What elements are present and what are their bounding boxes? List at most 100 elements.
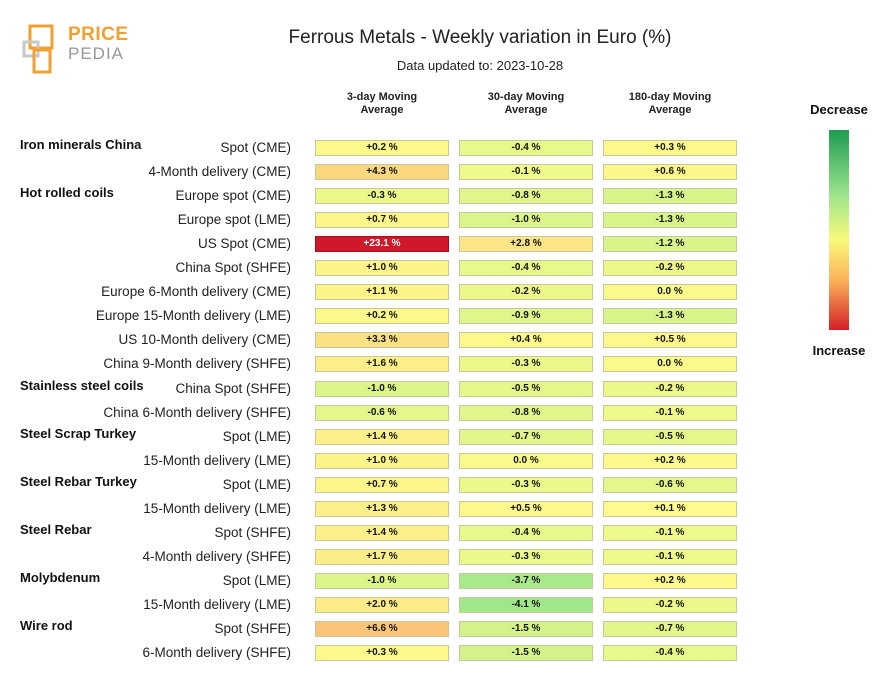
heat-cell: -0.3 % (459, 476, 593, 493)
heat-cell: +0.3 % (315, 645, 449, 662)
heat-cell: +23.1 % (315, 236, 449, 253)
heat-cell: +1.0 % (315, 260, 449, 277)
pricepedia-logo: PRICE PEDIA (20, 22, 130, 74)
group-label: Molybdenum (20, 569, 101, 585)
heat-cell: -1.5 % (459, 645, 593, 662)
heat-cell: +0.5 % (459, 500, 593, 517)
row-label: China Spot (SHFE) (175, 380, 291, 396)
column-header: 180-day Moving Average (628, 91, 712, 116)
row-label: Spot (CME) (220, 140, 291, 155)
heat-cell: -0.3 % (459, 356, 593, 373)
chart-title: Ferrous Metals - Weekly variation in Eur… (288, 27, 672, 48)
group-label: Stainless steel coils (20, 377, 144, 393)
legend-decrease-label: Decrease (810, 102, 868, 117)
heat-cell: +0.2 % (315, 140, 449, 156)
heat-cell: +1.6 % (315, 356, 449, 373)
heat-cell: -0.3 % (459, 548, 593, 565)
logo-text-price: PRICE (68, 24, 129, 45)
heat-cell: -0.8 % (459, 188, 593, 205)
heat-cell: -1.3 % (603, 308, 737, 325)
group-label: Steel Rebar (20, 521, 92, 537)
heat-cell: +0.2 % (603, 452, 737, 469)
row-label: US 10-Month delivery (CME) (118, 332, 291, 348)
row-label: China 6-Month delivery (SHFE) (103, 404, 291, 420)
row-label: US Spot (CME) (197, 236, 291, 252)
heat-cell: +0.4 % (459, 332, 593, 349)
heat-cell: -0.2 % (459, 284, 593, 301)
heat-cell: -0.8 % (459, 404, 593, 421)
legend-color-scale (829, 130, 849, 330)
heat-cell: -1.3 % (603, 188, 737, 205)
heat-cell: -1.5 % (459, 621, 593, 637)
heat-cell: -0.4 % (459, 140, 593, 156)
chart-subtitle: Data updated to: 2023-10-28 (396, 58, 564, 73)
row-label: Spot (LME) (222, 428, 291, 444)
heat-cell: +6.6 % (315, 621, 449, 637)
heat-cell: +0.7 % (315, 212, 449, 229)
heat-cell: +0.7 % (315, 476, 449, 493)
group-label: Steel Rebar Turkey (20, 473, 137, 489)
heat-cell: -0.1 % (603, 548, 737, 565)
heat-cell: -0.5 % (603, 428, 737, 445)
heat-cell: +0.2 % (603, 572, 737, 589)
heat-cell: -4.1 % (459, 596, 593, 613)
row-label: 6-Month delivery (SHFE) (142, 645, 291, 661)
heat-cell: +1.1 % (315, 284, 449, 301)
row-label: 15-Month delivery (LME) (143, 596, 291, 612)
heat-cell: -0.4 % (603, 645, 737, 662)
heat-cell: +0.1 % (603, 500, 737, 517)
heat-cell: -0.2 % (603, 380, 737, 397)
row-label: Spot (LME) (222, 476, 291, 492)
row-label: Europe spot (CME) (175, 188, 291, 204)
heat-cell: -3.7 % (459, 572, 593, 589)
heat-cell: +0.2 % (315, 308, 449, 325)
legend-increase-label: Increase (812, 343, 866, 358)
heat-cell: +1.4 % (315, 428, 449, 445)
heat-cell: -0.9 % (459, 308, 593, 325)
heat-cell: +1.0 % (315, 452, 449, 469)
heat-cell: +0.6 % (603, 164, 737, 181)
heat-cell: +2.0 % (315, 596, 449, 613)
row-label: 4-Month delivery (SHFE) (142, 548, 291, 564)
heat-cell: 0.0 % (459, 452, 593, 469)
heat-cell: +2.8 % (459, 236, 593, 253)
heat-cell: -1.3 % (603, 212, 737, 229)
heat-cell: -1.0 % (315, 572, 449, 589)
row-label: Europe 6-Month delivery (CME) (101, 284, 291, 300)
heat-cell: +1.4 % (315, 524, 449, 541)
row-label: China Spot (SHFE) (175, 260, 291, 276)
row-label: Europe spot (LME) (177, 212, 291, 228)
heat-cell: -0.2 % (603, 260, 737, 277)
heat-cell: +0.3 % (603, 140, 737, 156)
heat-cell: +3.3 % (315, 332, 449, 349)
heat-cell: -0.6 % (603, 476, 737, 493)
heat-cell: -1.0 % (459, 212, 593, 229)
logo-mark (22, 24, 54, 74)
heat-cell: -0.2 % (603, 596, 737, 613)
row-label: Europe 15-Month delivery (LME) (95, 308, 291, 324)
heat-cell: -0.5 % (459, 380, 593, 397)
column-header: 30-day Moving Average (487, 91, 565, 116)
logo-text-pedia: PEDIA (68, 44, 125, 63)
row-label: 4-Month delivery (CME) (148, 164, 291, 180)
heat-cell: -0.4 % (459, 260, 593, 277)
heat-cell: -0.1 % (603, 404, 737, 421)
row-label: Spot (LME) (222, 572, 291, 588)
row-label: Spot (SHFE) (214, 524, 291, 540)
group-label: Iron minerals China (20, 137, 142, 152)
heat-cell: +1.3 % (315, 500, 449, 517)
group-label: Wire rod (20, 618, 73, 633)
group-label: Steel Scrap Turkey (20, 425, 137, 441)
row-label: 15-Month delivery (LME) (143, 500, 291, 516)
heat-cell: -0.1 % (603, 524, 737, 541)
heat-cell: +0.5 % (603, 332, 737, 349)
heat-cell: -0.3 % (315, 188, 449, 205)
heat-cell: -0.7 % (459, 428, 593, 445)
row-label: 15-Month delivery (LME) (143, 452, 291, 468)
heat-cell: -0.4 % (459, 524, 593, 541)
heat-cell: -0.1 % (459, 164, 593, 181)
heat-cell: -0.7 % (603, 621, 737, 637)
heat-cell: -1.0 % (315, 380, 449, 397)
column-header: 3-day Moving Average (346, 91, 418, 116)
heat-cell: 0.0 % (603, 284, 737, 301)
